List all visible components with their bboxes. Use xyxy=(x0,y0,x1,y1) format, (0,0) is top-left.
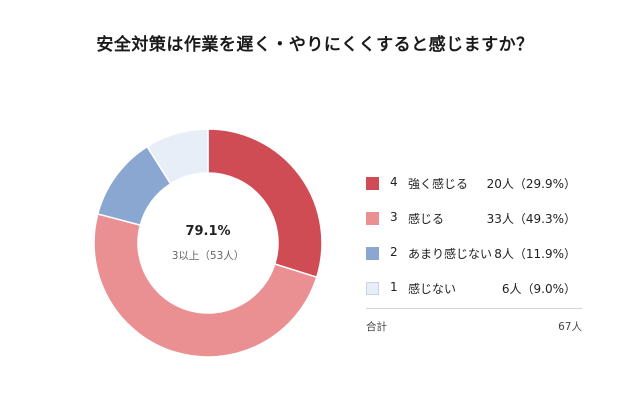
legend-item: 2 あまり感じない 8人（11.9%） xyxy=(366,244,582,279)
legend-swatch xyxy=(366,212,379,225)
pie-slice xyxy=(207,128,323,279)
total-value: 67人 xyxy=(558,321,582,333)
donut-chart xyxy=(93,128,323,358)
legend-count: 20人（29.9%） xyxy=(486,177,576,191)
legend-label: あまり感じない xyxy=(408,247,493,261)
legend-item: 1 感じない 6人（9.0%） xyxy=(366,279,582,314)
legend-value: 3 xyxy=(390,210,398,224)
total-divider xyxy=(366,308,582,309)
legend: 4 強く感じる 20人（29.9%） 3 感じる 33人（49.3%） 2 あま… xyxy=(366,174,582,314)
legend-count: 6人（9.0%） xyxy=(501,282,576,296)
legend-item: 3 感じる 33人（49.3%） xyxy=(366,209,582,244)
legend-item: 4 強く感じる 20人（29.9%） xyxy=(366,174,582,209)
legend-count: 8人（11.9%） xyxy=(494,247,576,261)
legend-swatch xyxy=(366,247,379,260)
pie-slice xyxy=(93,213,318,358)
pie-slice xyxy=(146,128,209,185)
total-label: 合計 xyxy=(366,321,387,333)
legend-label: 強く感じる xyxy=(408,177,469,191)
center-percent: 79.1% xyxy=(185,224,231,239)
legend-value: 1 xyxy=(390,280,398,294)
center-subtitle: 3以上（53人） xyxy=(171,250,245,262)
legend-value: 2 xyxy=(390,245,398,259)
legend-value: 4 xyxy=(390,175,398,189)
legend-swatch xyxy=(366,282,379,295)
legend-label: 感じる xyxy=(408,212,445,226)
legend-count: 33人（49.3%） xyxy=(486,212,576,226)
legend-label: 感じない xyxy=(408,282,457,296)
legend-swatch xyxy=(366,177,379,190)
chart-title: 安全対策は作業を遅く・やりにくくすると感じますか？ xyxy=(96,35,534,55)
